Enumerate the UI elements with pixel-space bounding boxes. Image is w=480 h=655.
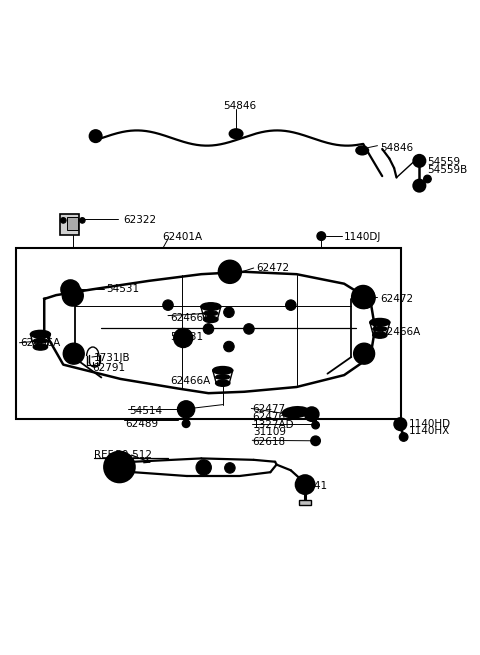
Ellipse shape — [233, 132, 240, 136]
Circle shape — [63, 343, 84, 364]
Text: 62322: 62322 — [123, 215, 156, 225]
Text: REF.50-512: REF.50-512 — [94, 450, 152, 460]
Text: 62477: 62477 — [253, 404, 286, 415]
Ellipse shape — [33, 339, 48, 343]
Circle shape — [68, 291, 78, 301]
Ellipse shape — [372, 332, 387, 338]
Text: 54541: 54541 — [294, 481, 327, 491]
Circle shape — [67, 286, 74, 293]
Text: 62472: 62472 — [256, 263, 289, 273]
Ellipse shape — [216, 375, 230, 379]
Circle shape — [112, 459, 127, 475]
Circle shape — [224, 266, 236, 278]
Text: 62476: 62476 — [253, 412, 286, 422]
Text: 1327AD: 1327AD — [253, 420, 294, 430]
Circle shape — [352, 286, 374, 309]
Text: 62472: 62472 — [380, 294, 413, 304]
Text: 54846: 54846 — [380, 143, 413, 153]
Text: 62466A: 62466A — [380, 328, 420, 337]
Circle shape — [104, 452, 135, 482]
Text: 1140DJ: 1140DJ — [344, 232, 382, 242]
Circle shape — [178, 401, 195, 418]
Circle shape — [163, 300, 173, 310]
Circle shape — [394, 418, 407, 430]
Circle shape — [317, 232, 325, 240]
Text: 1731JB: 1731JB — [94, 354, 131, 364]
Ellipse shape — [370, 318, 390, 326]
Circle shape — [399, 433, 408, 441]
Circle shape — [424, 175, 431, 183]
Bar — [300, 500, 311, 504]
Circle shape — [218, 261, 241, 283]
Ellipse shape — [201, 303, 221, 310]
Circle shape — [244, 324, 254, 334]
Text: 1140HX: 1140HX — [408, 426, 450, 436]
Circle shape — [183, 406, 190, 413]
Bar — [16, 248, 401, 419]
Circle shape — [311, 436, 320, 445]
Circle shape — [413, 155, 426, 167]
Circle shape — [413, 179, 426, 192]
Circle shape — [61, 280, 80, 299]
Ellipse shape — [288, 409, 303, 415]
Circle shape — [360, 293, 370, 303]
Text: 54846: 54846 — [223, 101, 256, 111]
Circle shape — [80, 217, 85, 223]
Ellipse shape — [204, 316, 218, 322]
Ellipse shape — [283, 407, 309, 418]
Circle shape — [62, 285, 83, 306]
Circle shape — [69, 349, 79, 358]
Circle shape — [196, 460, 211, 475]
Text: 62401A: 62401A — [162, 232, 203, 242]
Text: 62618: 62618 — [253, 437, 286, 447]
Circle shape — [224, 341, 234, 352]
Circle shape — [182, 420, 190, 428]
Circle shape — [203, 324, 214, 334]
Circle shape — [225, 462, 235, 473]
Ellipse shape — [30, 330, 50, 338]
Ellipse shape — [359, 148, 365, 153]
Text: 1140HD: 1140HD — [408, 419, 451, 428]
Circle shape — [60, 217, 66, 223]
Circle shape — [174, 328, 193, 348]
Ellipse shape — [372, 327, 387, 331]
Circle shape — [360, 349, 369, 358]
Circle shape — [180, 334, 187, 342]
Ellipse shape — [356, 146, 369, 155]
Circle shape — [296, 475, 314, 494]
Circle shape — [224, 307, 234, 318]
Ellipse shape — [33, 344, 48, 350]
Bar — [67, 217, 78, 231]
Text: 54514: 54514 — [129, 406, 162, 416]
Text: 62791: 62791 — [92, 363, 125, 373]
Circle shape — [358, 291, 369, 303]
Text: 31109: 31109 — [253, 427, 286, 438]
Ellipse shape — [229, 129, 243, 138]
Ellipse shape — [204, 311, 218, 316]
Circle shape — [312, 421, 319, 429]
Text: 54531: 54531 — [170, 332, 204, 342]
Circle shape — [354, 343, 374, 364]
Circle shape — [89, 130, 102, 142]
Circle shape — [301, 480, 310, 489]
Text: 62466A: 62466A — [21, 338, 60, 348]
Circle shape — [354, 288, 375, 309]
FancyBboxPatch shape — [60, 214, 80, 235]
Text: 54559B: 54559B — [427, 166, 468, 176]
Text: 62489: 62489 — [125, 419, 158, 428]
Text: 62466A: 62466A — [170, 313, 211, 323]
Text: 54559: 54559 — [427, 157, 461, 167]
Text: 54531: 54531 — [106, 284, 139, 294]
Ellipse shape — [213, 367, 233, 374]
Text: 62466A: 62466A — [170, 376, 211, 386]
Circle shape — [305, 407, 319, 421]
Ellipse shape — [216, 380, 230, 386]
Circle shape — [286, 300, 296, 310]
